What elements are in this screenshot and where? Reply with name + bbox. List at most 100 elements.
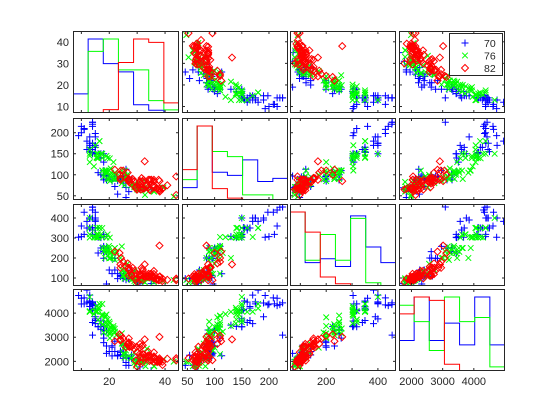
- data-point: [153, 357, 162, 367]
- data-point: [419, 59, 428, 68]
- data-point: [249, 92, 256, 99]
- data-point: [86, 214, 93, 222]
- data-point: [184, 354, 193, 363]
- data-point: [238, 319, 245, 326]
- data-point: [493, 141, 501, 149]
- data-point: [135, 181, 145, 190]
- data-point: [200, 339, 210, 349]
- data-point: [99, 167, 106, 174]
- data-point: [358, 319, 366, 327]
- y-tick-label: 3000: [45, 332, 69, 344]
- data-point: [350, 129, 358, 137]
- data-point: [299, 65, 308, 75]
- data-point: [406, 68, 414, 76]
- data-point: [249, 291, 257, 299]
- data-point: [123, 339, 132, 349]
- data-point: [227, 85, 235, 93]
- data-point: [338, 41, 347, 51]
- data-point: [305, 61, 314, 70]
- data-point: [362, 307, 369, 315]
- data-point: [147, 356, 156, 365]
- data-point: [243, 298, 251, 306]
- data-point: [349, 132, 357, 140]
- data-point: [456, 217, 464, 225]
- data-point: [238, 293, 245, 301]
- cell-plot-area: [399, 204, 513, 286]
- data-point: [315, 66, 324, 75]
- cell-frame: [399, 289, 505, 371]
- data-point: [93, 224, 100, 231]
- data-point: [158, 360, 167, 370]
- data-point: [137, 173, 146, 183]
- data-point: [506, 215, 513, 222]
- data-point: [270, 230, 278, 238]
- data-point: [113, 248, 120, 255]
- data-point: [482, 125, 490, 133]
- series-82: [290, 31, 347, 85]
- data-point: [317, 69, 326, 79]
- data-point: [80, 294, 88, 302]
- data-point: [299, 352, 308, 362]
- data-point: [238, 317, 246, 325]
- data-point: [106, 234, 113, 241]
- data-point: [440, 71, 449, 81]
- data-point: [244, 96, 251, 104]
- cell-plot-area: [290, 289, 396, 371]
- data-point: [429, 168, 439, 177]
- data-point: [467, 85, 474, 92]
- data-point: [216, 76, 226, 85]
- data-point: [94, 249, 102, 257]
- matrix-cell-4-3: [290, 289, 396, 371]
- data-point: [94, 231, 102, 238]
- data-point: [306, 65, 316, 74]
- y-tick-label: 2000: [45, 356, 69, 368]
- data-point: [432, 85, 440, 93]
- data-point: [203, 81, 210, 88]
- data-point: [445, 77, 453, 84]
- data-point: [483, 214, 491, 222]
- data-point: [89, 319, 97, 327]
- data-point: [135, 269, 145, 279]
- data-point: [506, 97, 513, 104]
- data-point: [203, 353, 213, 363]
- data-point: [451, 80, 458, 87]
- data-point: [465, 254, 472, 262]
- data-point: [227, 233, 235, 241]
- data-point: [416, 181, 426, 190]
- data-point: [138, 357, 147, 367]
- data-point: [435, 53, 445, 62]
- data-point: [194, 50, 203, 59]
- data-point: [321, 331, 331, 340]
- data-point: [119, 334, 128, 343]
- data-point: [93, 150, 100, 157]
- data-point: [185, 54, 192, 61]
- cell-frame: [290, 289, 396, 371]
- data-point: [107, 324, 115, 332]
- data-point: [350, 142, 357, 149]
- data-point: [238, 234, 245, 241]
- data-point: [89, 331, 97, 339]
- data-point: [203, 42, 213, 51]
- data-point: [349, 320, 356, 327]
- data-point: [426, 59, 435, 69]
- data-point: [249, 320, 257, 328]
- data-point: [331, 324, 338, 332]
- legend-label: 82: [484, 63, 496, 75]
- data-point: [105, 266, 113, 274]
- data-point: [232, 304, 239, 311]
- cell-plot-area: [182, 204, 287, 286]
- data-point: [75, 233, 83, 241]
- data-point: [411, 175, 421, 185]
- data-point: [406, 184, 415, 193]
- data-point: [116, 336, 125, 345]
- cell-frame: [290, 31, 396, 113]
- data-point: [419, 185, 428, 194]
- y-tick-label: 200: [51, 253, 69, 265]
- data-point: [425, 178, 435, 187]
- data-point: [408, 60, 417, 69]
- data-point: [438, 41, 448, 51]
- data-point: [249, 308, 256, 315]
- data-point: [210, 330, 219, 339]
- data-point: [107, 171, 114, 178]
- matrix-cell-4-2: [182, 289, 288, 371]
